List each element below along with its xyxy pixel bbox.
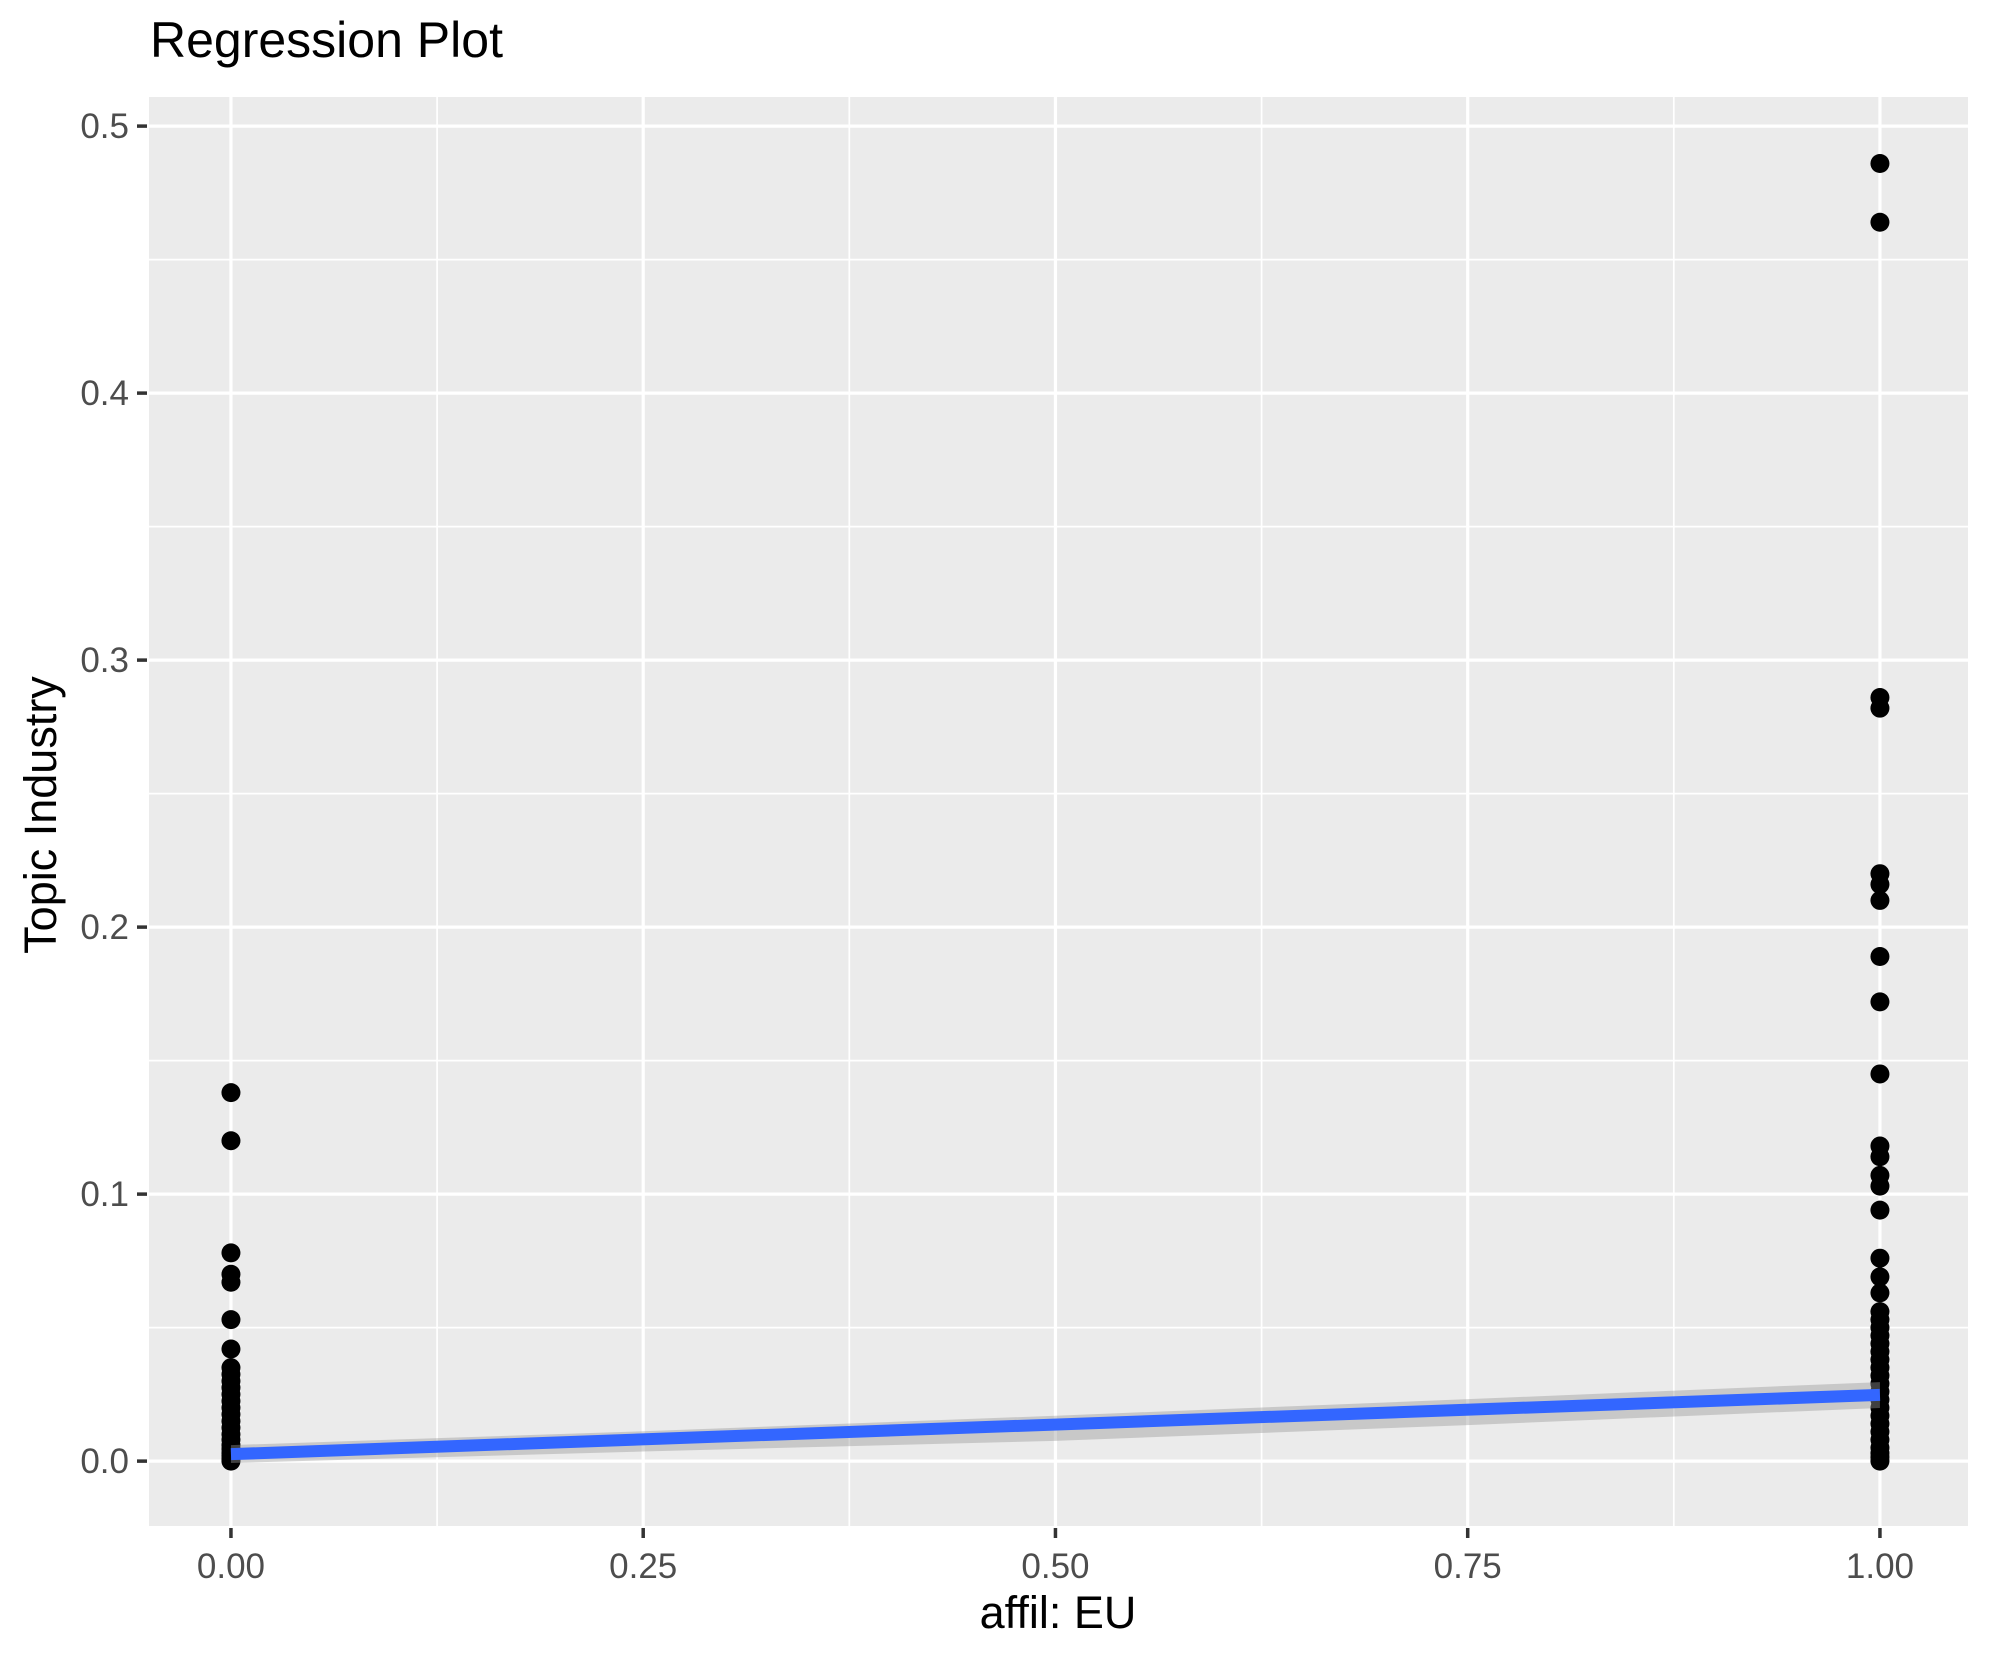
chart-title: Regression Plot (150, 12, 503, 68)
data-point (1870, 1248, 1890, 1268)
data-point (1870, 1283, 1890, 1303)
data-point (1870, 1147, 1890, 1167)
data-point (1870, 1451, 1890, 1471)
y-tick-label: 0.4 (80, 374, 129, 413)
x-axis-title: affil: EU (980, 1587, 1137, 1638)
y-tick-label: 0.0 (80, 1442, 129, 1481)
panel-background (149, 97, 1968, 1526)
data-point (1870, 946, 1890, 966)
data-point (1870, 153, 1890, 173)
data-marks (221, 153, 1890, 1471)
y-axis-title: Topic Industry (15, 676, 66, 954)
axes: 0.00 0.25 0.50 0.75 1.00 0.0 0.1 0.2 0.3 0.4 0.5 (80, 107, 1914, 1586)
data-point (1870, 1200, 1890, 1220)
plot-panel (149, 97, 1968, 1526)
data-point (1870, 698, 1890, 718)
data-point (221, 1083, 241, 1103)
data-point (221, 1339, 241, 1359)
data-point (1870, 1267, 1890, 1287)
y-tick-label: 0.1 (80, 1175, 129, 1214)
data-point (1870, 992, 1890, 1012)
data-point (1870, 890, 1890, 910)
data-point (221, 1243, 241, 1263)
data-point (1870, 212, 1890, 232)
data-point (1870, 1064, 1890, 1084)
x-tick-label: 1.00 (1846, 1547, 1914, 1586)
x-tick-label: 0.25 (609, 1547, 677, 1586)
y-tick-label: 0.5 (80, 107, 129, 146)
x-tick-label: 0.50 (1021, 1547, 1089, 1586)
data-point (221, 1272, 241, 1292)
y-tick-label: 0.2 (80, 908, 129, 947)
regression-line (230, 1388, 1881, 1461)
data-point (1870, 1176, 1890, 1196)
x-tick-label: 0.00 (197, 1547, 265, 1586)
data-point (221, 1131, 241, 1151)
data-point (1870, 874, 1890, 894)
x-tick-label: 0.75 (1434, 1547, 1502, 1586)
data-point (221, 1310, 241, 1330)
y-tick-label: 0.3 (80, 641, 129, 680)
